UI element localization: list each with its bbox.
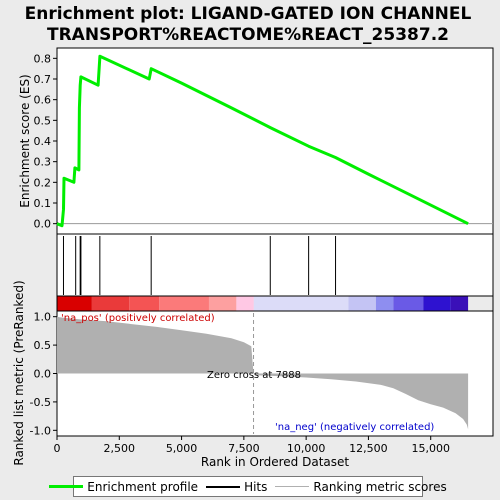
color-bar-segment-8 [375, 296, 394, 311]
metric-ytick-label-0: -1.0 [30, 424, 51, 437]
es-ytick-label-3: 0.3 [34, 156, 52, 169]
color-bar-segment-1 [91, 296, 130, 311]
metric-xtick-label-6: 15,000 [411, 442, 450, 455]
es-ytick-label-5: 0.5 [34, 114, 52, 127]
metric-area [57, 316, 469, 430]
legend-item-hits: Hits [206, 480, 267, 494]
es-panel [56, 47, 494, 235]
legend-label-scores: Ranking metric scores [313, 479, 447, 494]
color-bar-segment-11 [450, 296, 469, 311]
color-bar-segment-3 [159, 296, 209, 311]
chart-title-line1: Enrichment plot: LIGAND-GATED ION CHANNE… [25, 4, 472, 24]
metric-xlabel: Rank in Ordered Dataset [201, 455, 349, 469]
color-bar-segment-4 [208, 296, 237, 311]
es-ytick-label-2: 0.2 [34, 176, 52, 189]
metric-ytick-label-3: 0.5 [34, 339, 52, 352]
es-ytick-label-1: 0.1 [34, 197, 52, 210]
legend-item-scores: Ranking metric scores [275, 479, 447, 494]
es-series-line [56, 54, 469, 228]
metric-xtick-label-1: 2,500 [104, 442, 136, 455]
color-bar-segment-0 [57, 296, 92, 311]
legend-item-profile: Enrichment profile [49, 480, 198, 494]
es-ytick-label-7: 0.7 [34, 73, 52, 86]
rank-color-bar [56, 295, 494, 312]
hits-panel [56, 233, 494, 297]
metric-ytick-label-2: 0.0 [34, 368, 52, 381]
scores-line-icon [275, 486, 310, 487]
metric-ytick-label-1: -0.5 [30, 396, 51, 409]
color-bar-segment-9 [393, 296, 424, 311]
color-bar-segment-5 [236, 296, 254, 311]
hits-line-icon [206, 485, 241, 488]
es-layer: 0.0 0.1 0.2 0.3 0.4 0.5 0.6 0.7 0.8 [34, 52, 493, 231]
es-ylabel: Enrichment score (ES) [18, 74, 32, 207]
legend-label-hits: Hits [244, 479, 268, 494]
metric-xtick-label-2: 5,000 [166, 442, 198, 455]
metric-xtick-label-5: 12,500 [349, 442, 388, 455]
neg-annotation: 'na_neg' (negatively correlated) [275, 422, 434, 433]
metric-ylabel: Ranked list metric (PreRanked) [12, 280, 26, 465]
es-ytick-label-4: 0.4 [34, 135, 52, 148]
metric-xtick-label-3: 7,500 [228, 442, 260, 455]
color-bar-segment-7 [348, 296, 376, 311]
legend-label-profile: Enrichment profile [87, 479, 199, 494]
color-bar-segment-6 [253, 296, 349, 311]
metric-xtick-label-4: 10,000 [287, 442, 326, 455]
profile-line-icon [49, 485, 84, 488]
pos-annotation: 'na_pos' (positively correlated) [61, 313, 215, 324]
color-bar-segment-10 [423, 296, 451, 311]
metric-xtick-label-0: 0 [54, 442, 61, 455]
zero-cross-annotation: Zero cross at 7888 [207, 370, 301, 381]
legend: Enrichment profile Hits Ranking metric s… [49, 476, 447, 497]
es-ytick-label-0: 0.0 [34, 218, 52, 231]
hits-layer [62, 236, 337, 295]
metric-layer: -1.0 -0.5 0.0 0.5 1.0 0 2,500 5,000 7,500 10,000 1… [30, 311, 469, 455]
color-bar-segment-2 [129, 296, 160, 311]
chart-title-line2: TRANSPORT%REACTOME%REACT_25387.2 [47, 25, 449, 45]
metric-ytick-label-4: 1.0 [34, 311, 52, 324]
es-ytick-label-6: 0.6 [34, 94, 52, 107]
es-ytick-label-8: 0.8 [34, 52, 52, 65]
